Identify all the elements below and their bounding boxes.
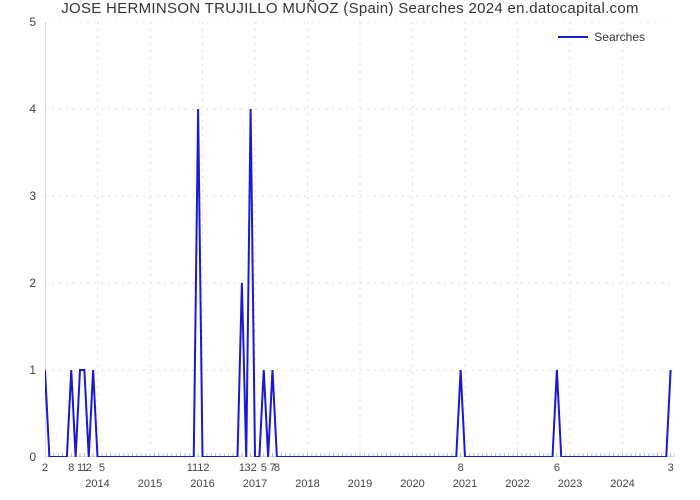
data-point-label: 8: [458, 462, 464, 474]
y-tick-label: 4: [29, 102, 36, 116]
data-point-label: 1112: [187, 462, 210, 474]
data-point-label: 6: [554, 462, 560, 474]
x-year-label: 2019: [348, 478, 372, 490]
x-year-label: 2023: [558, 478, 582, 490]
chart-title: JOSE HERMINSON TRUJILLO MUÑOZ (Spain) Se…: [0, 0, 700, 17]
data-point-label: 5: [261, 462, 267, 474]
data-point-label: 8: [68, 462, 74, 474]
x-year-label: 2015: [138, 478, 162, 490]
x-year-label: 2014: [85, 478, 109, 490]
chart-container: { "chart": { "type": "line", "title": "J…: [0, 0, 700, 500]
y-tick-label: 2: [29, 276, 36, 290]
data-point-label: 5: [99, 462, 105, 474]
x-year-label: 2016: [190, 478, 214, 490]
data-point-label: 3: [668, 462, 674, 474]
x-axis-value-labels: 2811251112132578863: [45, 462, 675, 478]
data-point-label: 32: [245, 462, 257, 474]
x-year-label: 2017: [243, 478, 267, 490]
x-year-label: 2022: [505, 478, 529, 490]
x-year-label: 2020: [400, 478, 424, 490]
y-tick-label: 5: [29, 15, 36, 29]
data-point-label: 2: [86, 462, 92, 474]
plot-svg: [45, 22, 675, 457]
data-point-label: 2: [42, 462, 48, 474]
legend-label: Searches: [594, 30, 645, 44]
x-axis-year-labels: 2014 2015 2016 2017 2018 2019 2020 2021 2022 2023…: [45, 478, 675, 494]
legend: Searches: [558, 30, 645, 44]
y-tick-label: 3: [29, 189, 36, 203]
y-tick-label: 0: [29, 450, 36, 464]
y-tick-label: 1: [29, 363, 36, 377]
data-point-label: 8: [274, 462, 280, 474]
x-year-label: 2024: [610, 478, 634, 490]
y-axis-labels: 012345: [0, 22, 40, 457]
x-year-label: 2018: [295, 478, 319, 490]
plot-area: [45, 22, 675, 457]
legend-line: [558, 36, 588, 38]
x-year-label: 2021: [453, 478, 477, 490]
